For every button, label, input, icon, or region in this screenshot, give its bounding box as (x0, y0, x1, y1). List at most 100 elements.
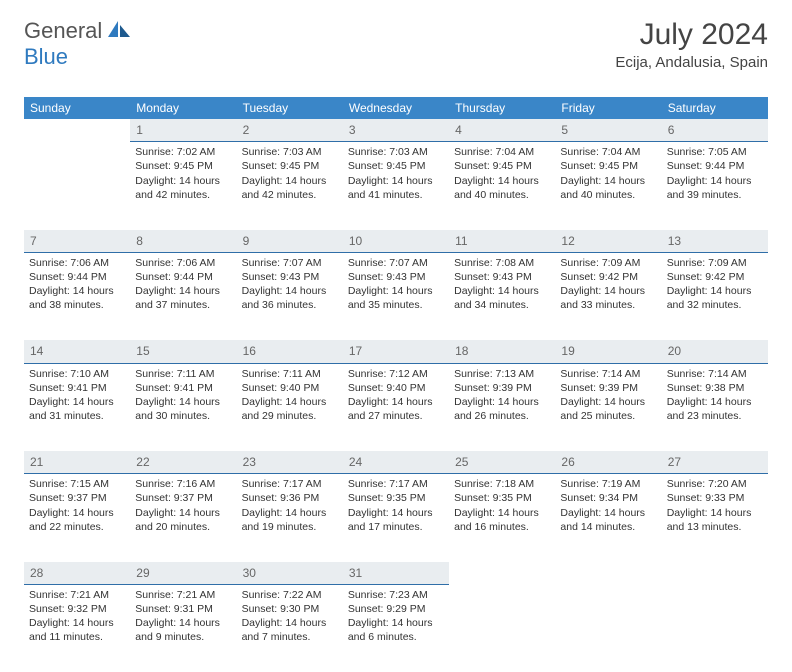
day-cell: Sunrise: 7:06 AMSunset: 9:44 PMDaylight:… (24, 252, 130, 340)
sunset-text: Sunset: 9:35 PM (348, 491, 444, 505)
sunrise-text: Sunrise: 7:04 AM (454, 145, 550, 159)
daylight-text: and 32 minutes. (667, 298, 763, 312)
day-cell: Sunrise: 7:07 AMSunset: 9:43 PMDaylight:… (343, 252, 449, 340)
sunset-text: Sunset: 9:31 PM (135, 602, 231, 616)
day-cell: Sunrise: 7:14 AMSunset: 9:38 PMDaylight:… (662, 363, 768, 451)
title-block: July 2024 Ecija, Andalusia, Spain (615, 18, 768, 71)
day-number: 6 (662, 119, 768, 142)
day-number-row: 14151617181920 (24, 340, 768, 363)
sunrise-text: Sunrise: 7:16 AM (135, 477, 231, 491)
day-number: 10 (343, 230, 449, 253)
sunset-text: Sunset: 9:45 PM (135, 159, 231, 173)
daylight-text: Daylight: 14 hours (242, 174, 338, 188)
sunset-text: Sunset: 9:37 PM (135, 491, 231, 505)
sunrise-text: Sunrise: 7:17 AM (348, 477, 444, 491)
daylight-text: Daylight: 14 hours (348, 506, 444, 520)
daylight-text: Daylight: 14 hours (29, 506, 125, 520)
daylight-text: Daylight: 14 hours (348, 395, 444, 409)
sunset-text: Sunset: 9:45 PM (348, 159, 444, 173)
sunrise-text: Sunrise: 7:02 AM (135, 145, 231, 159)
day-number: 22 (130, 451, 236, 474)
sunrise-text: Sunrise: 7:17 AM (242, 477, 338, 491)
day-cell: Sunrise: 7:22 AMSunset: 9:30 PMDaylight:… (237, 584, 343, 672)
daylight-text: Daylight: 14 hours (560, 395, 656, 409)
daylight-text: Daylight: 14 hours (667, 506, 763, 520)
day-cell: Sunrise: 7:20 AMSunset: 9:33 PMDaylight:… (662, 474, 768, 562)
day-cell: Sunrise: 7:03 AMSunset: 9:45 PMDaylight:… (237, 142, 343, 230)
daylight-text: and 25 minutes. (560, 409, 656, 423)
daylight-text: Daylight: 14 hours (29, 616, 125, 630)
weekday-header: Friday (555, 97, 661, 119)
month-title: July 2024 (615, 18, 768, 52)
daylight-text: and 14 minutes. (560, 520, 656, 534)
daylight-text: and 23 minutes. (667, 409, 763, 423)
day-number: 9 (237, 230, 343, 253)
logo-text-1: General (24, 18, 102, 44)
sunset-text: Sunset: 9:34 PM (560, 491, 656, 505)
daylight-text: Daylight: 14 hours (135, 395, 231, 409)
day-cell: Sunrise: 7:14 AMSunset: 9:39 PMDaylight:… (555, 363, 661, 451)
daylight-text: and 20 minutes. (135, 520, 231, 534)
day-content-row: Sunrise: 7:02 AMSunset: 9:45 PMDaylight:… (24, 142, 768, 230)
sunrise-text: Sunrise: 7:10 AM (29, 367, 125, 381)
day-content-row: Sunrise: 7:21 AMSunset: 9:32 PMDaylight:… (24, 584, 768, 672)
daylight-text: Daylight: 14 hours (242, 395, 338, 409)
daylight-text: and 36 minutes. (242, 298, 338, 312)
calendar-table: SundayMondayTuesdayWednesdayThursdayFrid… (24, 97, 768, 672)
sunrise-text: Sunrise: 7:20 AM (667, 477, 763, 491)
day-cell (662, 584, 768, 672)
daylight-text: Daylight: 14 hours (348, 174, 444, 188)
day-number: 18 (449, 340, 555, 363)
day-number: 23 (237, 451, 343, 474)
daylight-text: Daylight: 14 hours (135, 174, 231, 188)
sunset-text: Sunset: 9:44 PM (667, 159, 763, 173)
sunrise-text: Sunrise: 7:19 AM (560, 477, 656, 491)
daylight-text: and 13 minutes. (667, 520, 763, 534)
day-cell: Sunrise: 7:10 AMSunset: 9:41 PMDaylight:… (24, 363, 130, 451)
daylight-text: and 42 minutes. (242, 188, 338, 202)
day-number-row: 21222324252627 (24, 451, 768, 474)
day-number: 7 (24, 230, 130, 253)
day-cell: Sunrise: 7:11 AMSunset: 9:40 PMDaylight:… (237, 363, 343, 451)
day-number: 14 (24, 340, 130, 363)
day-cell: Sunrise: 7:21 AMSunset: 9:32 PMDaylight:… (24, 584, 130, 672)
daylight-text: Daylight: 14 hours (242, 506, 338, 520)
day-cell: Sunrise: 7:07 AMSunset: 9:43 PMDaylight:… (237, 252, 343, 340)
day-number-row: 78910111213 (24, 230, 768, 253)
day-number: 2 (237, 119, 343, 142)
day-cell: Sunrise: 7:09 AMSunset: 9:42 PMDaylight:… (555, 252, 661, 340)
day-number: 30 (237, 562, 343, 585)
daylight-text: Daylight: 14 hours (454, 284, 550, 298)
day-number-row: 28293031 (24, 562, 768, 585)
logo-sub: Blue (24, 44, 68, 70)
day-number: 5 (555, 119, 661, 142)
sunset-text: Sunset: 9:45 PM (242, 159, 338, 173)
sunrise-text: Sunrise: 7:23 AM (348, 588, 444, 602)
daylight-text: and 19 minutes. (242, 520, 338, 534)
sunset-text: Sunset: 9:41 PM (135, 381, 231, 395)
daylight-text: and 41 minutes. (348, 188, 444, 202)
day-cell: Sunrise: 7:09 AMSunset: 9:42 PMDaylight:… (662, 252, 768, 340)
sunset-text: Sunset: 9:35 PM (454, 491, 550, 505)
day-cell: Sunrise: 7:08 AMSunset: 9:43 PMDaylight:… (449, 252, 555, 340)
sunrise-text: Sunrise: 7:03 AM (242, 145, 338, 159)
sunrise-text: Sunrise: 7:03 AM (348, 145, 444, 159)
sunset-text: Sunset: 9:42 PM (667, 270, 763, 284)
daylight-text: and 31 minutes. (29, 409, 125, 423)
daylight-text: and 33 minutes. (560, 298, 656, 312)
daylight-text: and 16 minutes. (454, 520, 550, 534)
sunset-text: Sunset: 9:40 PM (242, 381, 338, 395)
day-content-row: Sunrise: 7:15 AMSunset: 9:37 PMDaylight:… (24, 474, 768, 562)
sunrise-text: Sunrise: 7:04 AM (560, 145, 656, 159)
sunrise-text: Sunrise: 7:14 AM (560, 367, 656, 381)
daylight-text: Daylight: 14 hours (242, 284, 338, 298)
sunset-text: Sunset: 9:30 PM (242, 602, 338, 616)
sunset-text: Sunset: 9:45 PM (560, 159, 656, 173)
sunrise-text: Sunrise: 7:11 AM (135, 367, 231, 381)
daylight-text: and 11 minutes. (29, 630, 125, 644)
day-number: 1 (130, 119, 236, 142)
day-cell: Sunrise: 7:02 AMSunset: 9:45 PMDaylight:… (130, 142, 236, 230)
daylight-text: and 29 minutes. (242, 409, 338, 423)
daylight-text: Daylight: 14 hours (560, 506, 656, 520)
sunrise-text: Sunrise: 7:06 AM (135, 256, 231, 270)
